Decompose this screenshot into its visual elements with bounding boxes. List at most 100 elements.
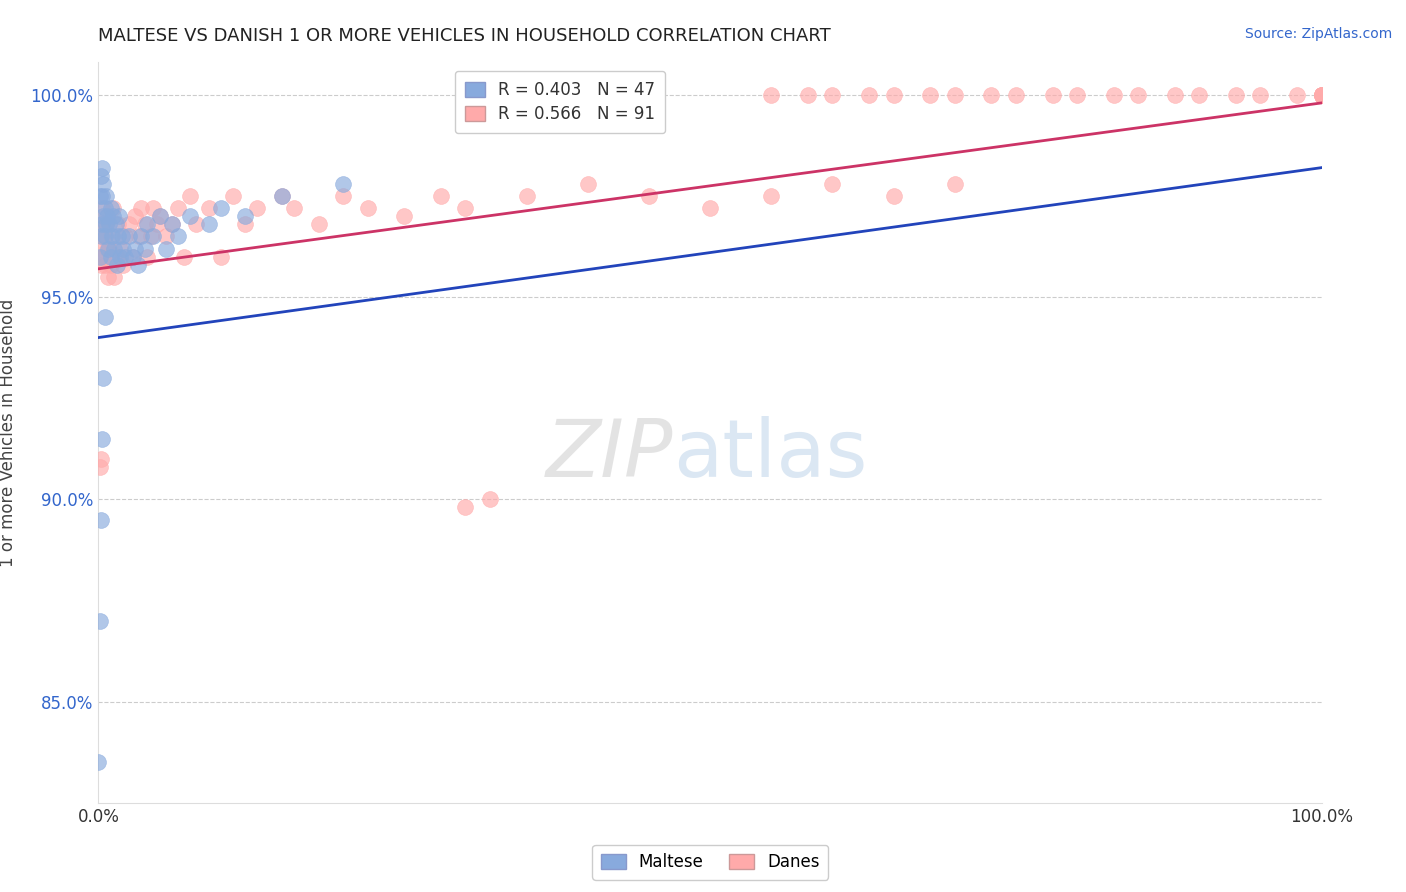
Point: [821, 87, 844, 102]
Point: [127, 258, 149, 272]
Point: [136, 217, 159, 231]
Point: [114, 250, 136, 264]
Point: [100, 250, 122, 264]
Point: [283, 201, 305, 215]
Point: [89, 250, 111, 264]
Point: [111, 258, 134, 272]
Point: [124, 209, 146, 223]
Point: [1102, 87, 1125, 102]
Text: Source: ZipAtlas.com: Source: ZipAtlas.com: [1244, 27, 1392, 41]
Point: [332, 177, 354, 191]
Y-axis label: 1 or more Vehicles in Household: 1 or more Vehicles in Household: [0, 299, 17, 566]
Point: [149, 209, 172, 223]
Point: [1310, 87, 1333, 102]
Point: [1310, 87, 1333, 102]
Point: [576, 177, 599, 191]
Point: [1286, 87, 1309, 102]
Point: [167, 201, 190, 215]
Point: [246, 201, 269, 215]
Point: [197, 217, 219, 231]
Point: [149, 209, 172, 223]
Point: [1188, 87, 1211, 102]
Point: [186, 217, 208, 231]
Point: [1310, 87, 1333, 102]
Point: [160, 217, 183, 231]
Point: [146, 217, 169, 231]
Point: [270, 189, 294, 203]
Point: [118, 217, 141, 231]
Point: [128, 229, 150, 244]
Text: MALTESE VS DANISH 1 OR MORE VEHICLES IN HOUSEHOLD CORRELATION CHART: MALTESE VS DANISH 1 OR MORE VEHICLES IN …: [98, 27, 831, 45]
Point: [1310, 87, 1333, 102]
Point: [308, 217, 330, 231]
Point: [883, 87, 905, 102]
Point: [100, 258, 122, 272]
Point: [98, 217, 121, 231]
Point: [173, 250, 195, 264]
Point: [980, 87, 1002, 102]
Point: [478, 492, 501, 507]
Point: [134, 242, 156, 256]
Point: [197, 201, 219, 215]
Point: [1310, 87, 1333, 102]
Point: [94, 217, 117, 231]
Point: [89, 460, 111, 475]
Point: [1164, 87, 1187, 102]
Point: [1128, 87, 1150, 102]
Point: [1310, 87, 1333, 102]
Point: [94, 217, 117, 231]
Point: [91, 217, 114, 231]
Point: [454, 500, 477, 515]
Point: [124, 242, 146, 256]
Point: [129, 201, 152, 215]
Point: [110, 250, 132, 264]
Point: [637, 189, 661, 203]
Point: [93, 258, 115, 272]
Point: [89, 242, 111, 256]
Point: [515, 189, 537, 203]
Legend: Maltese, Danes: Maltese, Danes: [592, 845, 828, 880]
Point: [103, 269, 125, 284]
Point: [90, 169, 112, 183]
Point: [96, 209, 118, 223]
Point: [920, 87, 942, 102]
Point: [761, 87, 783, 102]
Point: [332, 189, 354, 203]
Point: [111, 229, 134, 244]
Point: [93, 229, 115, 244]
Point: [96, 242, 118, 256]
Point: [94, 189, 117, 203]
Point: [91, 250, 114, 264]
Point: [91, 432, 114, 446]
Point: [90, 258, 112, 272]
Point: [93, 310, 115, 325]
Point: [91, 371, 114, 385]
Point: [155, 242, 177, 256]
Point: [108, 209, 131, 223]
Point: [91, 209, 114, 223]
Point: [179, 189, 201, 203]
Point: [101, 229, 124, 244]
Point: [136, 250, 159, 264]
Point: [90, 451, 112, 466]
Point: [209, 201, 232, 215]
Point: [943, 87, 966, 102]
Text: atlas: atlas: [673, 416, 868, 494]
Point: [1066, 87, 1088, 102]
Point: [761, 189, 783, 203]
Point: [100, 229, 122, 244]
Point: [114, 229, 136, 244]
Point: [89, 614, 111, 628]
Point: [1004, 87, 1026, 102]
Point: [97, 269, 120, 284]
Point: [97, 242, 120, 256]
Point: [454, 201, 477, 215]
Point: [222, 189, 245, 203]
Point: [167, 229, 190, 244]
Point: [155, 229, 177, 244]
Point: [356, 201, 378, 215]
Point: [93, 229, 115, 244]
Point: [134, 217, 156, 231]
Point: [1249, 87, 1271, 102]
Point: [90, 229, 112, 244]
